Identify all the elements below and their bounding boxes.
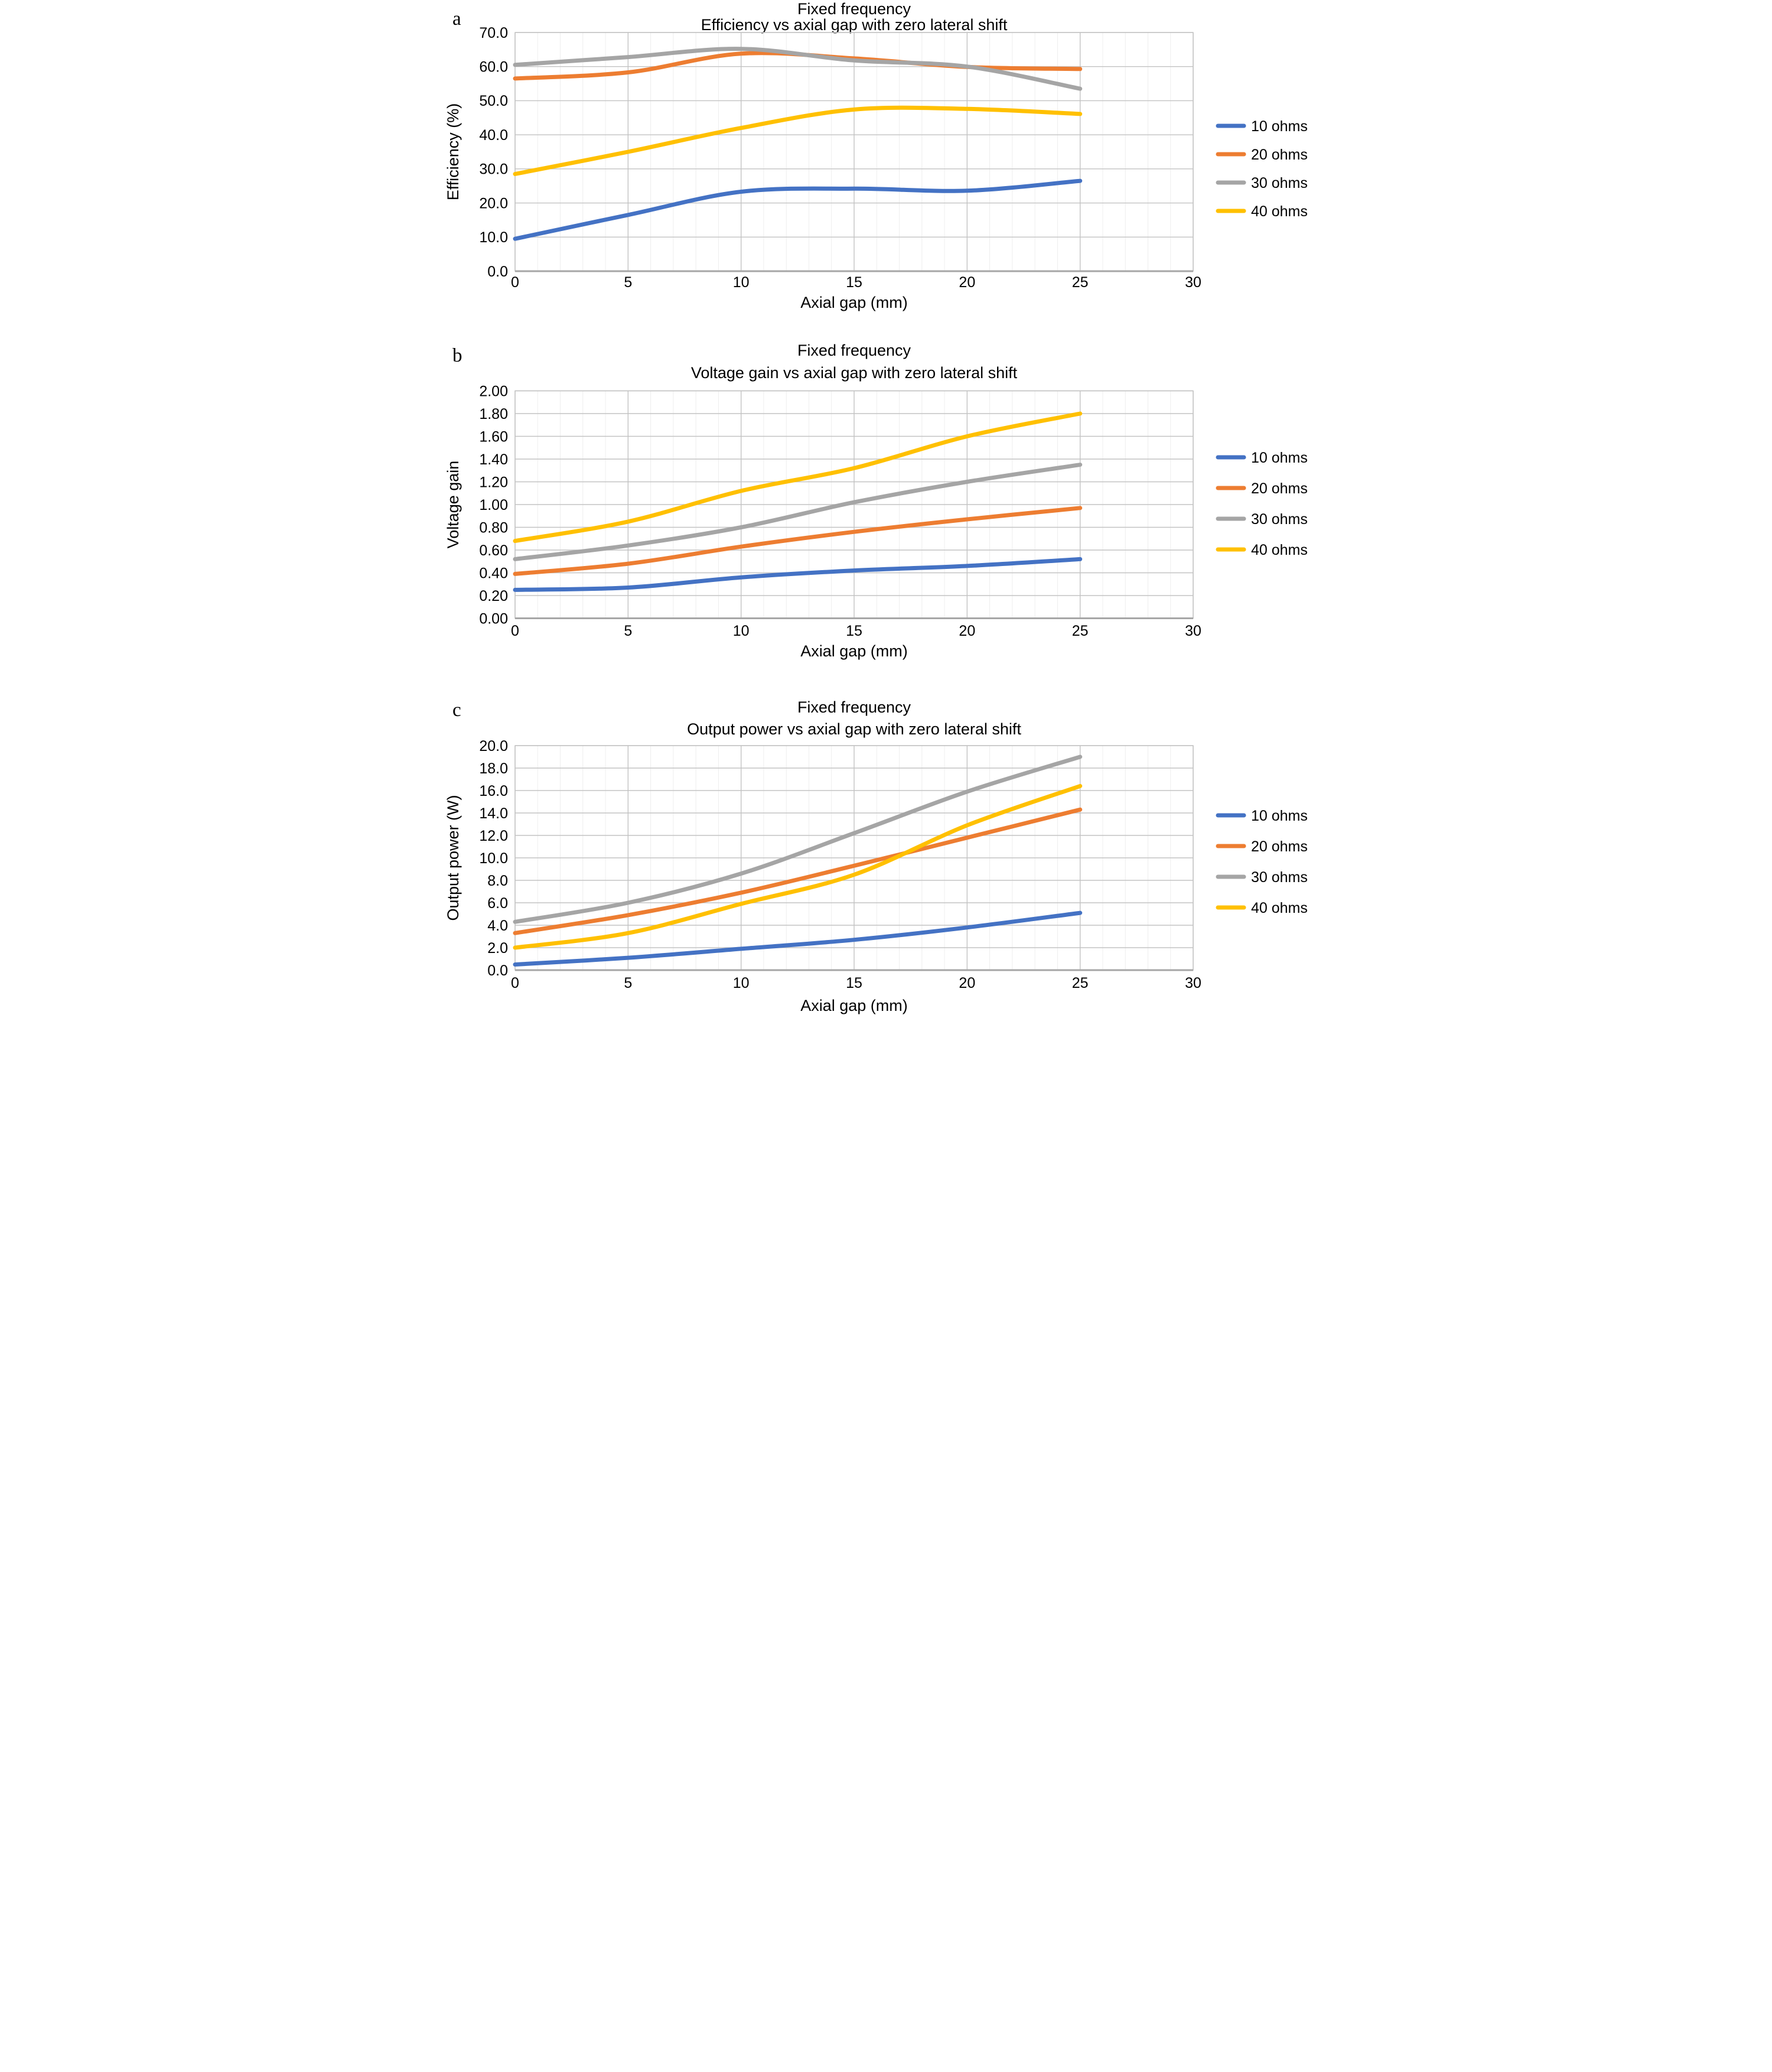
figure: a Fixed frequency Efficiency vs axial ga… bbox=[443, 0, 1329, 1036]
y-tick-label: 8.0 bbox=[487, 873, 508, 889]
series-line-20-ohms bbox=[513, 807, 1083, 935]
x-tick-label: 25 bbox=[1072, 274, 1089, 291]
y-tick-label: 20.0 bbox=[479, 738, 508, 754]
x-tick-label: 25 bbox=[1072, 975, 1089, 991]
chart-title: Fixed frequency bbox=[797, 698, 911, 716]
y-tick-label: 16.0 bbox=[479, 783, 508, 799]
y-tick-label: 2.0 bbox=[487, 940, 508, 957]
series-line-40-ohms bbox=[513, 105, 1083, 176]
y-tick-label: 10.0 bbox=[479, 229, 508, 246]
x-tick-label: 10 bbox=[733, 274, 750, 291]
legend-label-10-ohms: 10 ohms bbox=[1251, 118, 1308, 135]
y-tick-label: 40.0 bbox=[479, 127, 508, 144]
x-tick-label: 0 bbox=[511, 274, 519, 291]
x-tick-label: 20 bbox=[959, 274, 975, 291]
y-tick-label: 1.60 bbox=[479, 428, 508, 445]
y-tick-label: 1.00 bbox=[479, 497, 508, 513]
y-tick-label: 12.0 bbox=[479, 828, 508, 844]
y-tick-label: 0.00 bbox=[479, 610, 508, 627]
y-tick-label: 0.80 bbox=[479, 519, 508, 536]
x-tick-label: 20 bbox=[959, 975, 975, 991]
series-line-30-ohms bbox=[513, 47, 1083, 91]
chart-panel-c: c Fixed frequency Output power vs axial … bbox=[444, 698, 1308, 1014]
panel-label-c: c bbox=[452, 700, 461, 721]
legend-label-20-ohms: 20 ohms bbox=[1251, 838, 1308, 855]
chart-subtitle: Output power vs axial gap with zero late… bbox=[687, 720, 1021, 738]
plot-area: 0 5 10 15 20 25 30 0.00 0.20 0.40 0.60 0.80 1.00 1.20… bbox=[479, 383, 1308, 639]
series-line-20-ohms bbox=[513, 51, 1083, 81]
series-line-10-ohms bbox=[513, 910, 1083, 967]
y-tick-label: 6.0 bbox=[487, 895, 508, 912]
x-tick-label: 10 bbox=[733, 623, 750, 639]
y-tick-label: 2.00 bbox=[479, 383, 508, 399]
y-axis-title: Voltage gain bbox=[444, 461, 462, 549]
y-axis-title: Efficiency (%) bbox=[444, 103, 462, 201]
y-tick-label: 0.0 bbox=[487, 962, 508, 979]
series-line-10-ohms bbox=[513, 557, 1083, 592]
legend-label-20-ohms: 20 ohms bbox=[1251, 147, 1308, 163]
series-line-20-ohms bbox=[513, 506, 1083, 576]
legend-label-30-ohms: 30 ohms bbox=[1251, 869, 1308, 886]
x-tick-label: 20 bbox=[959, 623, 975, 639]
panel-label-b: b bbox=[452, 345, 462, 366]
x-tick-label: 15 bbox=[846, 623, 862, 639]
series-line-30-ohms bbox=[513, 463, 1083, 561]
y-tick-label: 0.0 bbox=[487, 264, 508, 280]
x-tick-label: 30 bbox=[1185, 623, 1201, 639]
y-tick-label: 4.0 bbox=[487, 918, 508, 934]
y-tick-label: 14.0 bbox=[479, 805, 508, 822]
y-tick-label: 18.0 bbox=[479, 760, 508, 777]
y-tick-label: 0.40 bbox=[479, 565, 508, 581]
series-line-10-ohms bbox=[513, 178, 1083, 241]
legend-label-40-ohms: 40 ohms bbox=[1251, 900, 1308, 916]
x-tick-label: 15 bbox=[846, 975, 862, 991]
x-tick-label: 30 bbox=[1185, 274, 1201, 291]
x-tick-label: 10 bbox=[733, 975, 750, 991]
legend-label-40-ohms: 40 ohms bbox=[1251, 542, 1308, 558]
plot-area: 0 5 10 15 20 25 30 0.0 10.0 20.0 30.0 40.0 50.0 60.0 7… bbox=[479, 25, 1308, 291]
legend-label-30-ohms: 30 ohms bbox=[1251, 511, 1308, 528]
y-axis-title: Output power (W) bbox=[444, 795, 462, 920]
y-tick-label: 0.60 bbox=[479, 542, 508, 559]
x-tick-label: 5 bbox=[624, 975, 632, 991]
legend-label-30-ohms: 30 ohms bbox=[1251, 175, 1308, 191]
x-tick-label: 15 bbox=[846, 274, 862, 291]
y-tick-label: 20.0 bbox=[479, 195, 508, 212]
chart-panel-b: b Fixed frequency Voltage gain vs axial … bbox=[444, 341, 1308, 660]
chart-title: Fixed frequency bbox=[797, 341, 911, 359]
y-tick-label: 10.0 bbox=[479, 850, 508, 867]
x-axis-title: Axial gap (mm) bbox=[800, 294, 908, 311]
series-line-40-ohms bbox=[513, 411, 1083, 544]
legend-label-10-ohms: 10 ohms bbox=[1251, 450, 1308, 466]
series-line-30-ohms bbox=[513, 754, 1083, 924]
y-tick-label: 50.0 bbox=[479, 93, 508, 109]
x-tick-label: 0 bbox=[511, 975, 519, 991]
legend-label-20-ohms: 20 ohms bbox=[1251, 480, 1308, 497]
y-tick-label: 0.20 bbox=[479, 588, 508, 604]
series-line-40-ohms bbox=[513, 783, 1083, 950]
legend-label-40-ohms: 40 ohms bbox=[1251, 203, 1308, 220]
y-tick-label: 1.80 bbox=[479, 406, 508, 422]
chart-subtitle: Efficiency vs axial gap with zero latera… bbox=[701, 16, 1008, 34]
x-tick-label: 30 bbox=[1185, 975, 1201, 991]
legend-label-10-ohms: 10 ohms bbox=[1251, 808, 1308, 824]
y-tick-label: 70.0 bbox=[479, 25, 508, 41]
y-tick-label: 60.0 bbox=[479, 58, 508, 75]
y-tick-label: 1.20 bbox=[479, 474, 508, 490]
x-tick-label: 25 bbox=[1072, 623, 1089, 639]
chart-title: Fixed frequency bbox=[797, 0, 911, 18]
x-tick-label: 5 bbox=[624, 274, 632, 291]
x-axis-title: Axial gap (mm) bbox=[800, 997, 908, 1014]
plot-area: 0 5 10 15 20 25 30 0.0 2.0 4.0 6.0 8.0 10.0 12.0 14.0 1… bbox=[479, 738, 1308, 991]
chart-subtitle: Voltage gain vs axial gap with zero late… bbox=[691, 364, 1018, 382]
x-axis-title: Axial gap (mm) bbox=[800, 642, 908, 660]
y-tick-label: 30.0 bbox=[479, 161, 508, 178]
chart-panel-a: a Fixed frequency Efficiency vs axial ga… bbox=[444, 0, 1308, 311]
panel-label-a: a bbox=[452, 8, 461, 30]
x-tick-label: 5 bbox=[624, 623, 632, 639]
x-tick-label: 0 bbox=[511, 623, 519, 639]
y-tick-label: 1.40 bbox=[479, 451, 508, 468]
